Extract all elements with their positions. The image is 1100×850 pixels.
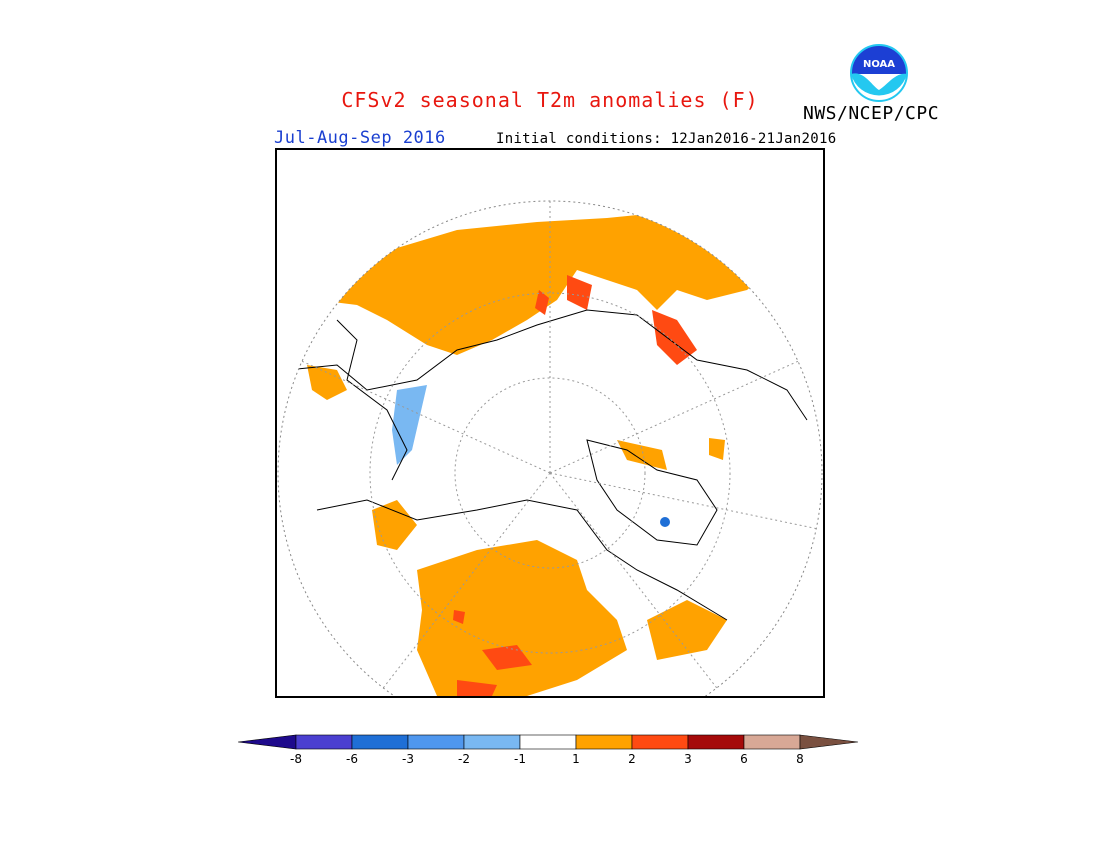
color-bin-4 [463,734,521,750]
color-bar-tick-label: 2 [628,752,636,766]
color-bin-5 [519,734,577,750]
color-bar-tick-label: -2 [458,752,470,766]
anomaly-region-europe [307,365,347,400]
color-bar-tick-label: 1 [572,752,580,766]
anomaly-region-western-canada [372,500,417,550]
color-bin-6 [575,734,633,750]
color-bar-tick-label: -3 [402,752,414,766]
anomaly-cool-greenland [660,517,670,527]
anomaly-region-greenland-edge [647,600,727,660]
anomaly-region-north-america [417,540,627,696]
coastline-alaska [336,319,408,481]
anomaly-hotspot-alaska [453,610,465,624]
color-bar [238,734,859,750]
map-boundary [277,200,823,696]
agency-label: NWS/NCEP/CPC [803,103,940,124]
anomaly-hotspot-us-north [457,680,497,696]
color-bar-tick-label: -6 [346,752,358,766]
chart-title: CFSv2 seasonal T2m anomalies (F) [341,88,759,112]
anomaly-hotspot-siberia [652,310,697,365]
color-bar-tick-label: 8 [796,752,804,766]
anomaly-hotspot-canada [482,645,532,670]
color-bin-min [238,734,297,750]
coastline-north-america [316,499,728,621]
color-bar-tick-label: 3 [684,752,692,766]
anomaly-cool-bering [392,385,427,465]
initial-conditions-label: Initial conditions: 12Jan2016-21Jan2016 [496,131,837,147]
color-bar-tick-label: 6 [740,752,748,766]
color-bin-8 [687,734,745,750]
color-bin-1 [295,734,353,750]
coastline-greenland [586,439,718,546]
color-bar-tick-label: -1 [514,752,526,766]
noaa-logo: NOAA [847,41,911,105]
graticule [278,201,822,696]
noaa-logo-text: NOAA [863,59,895,70]
anomaly-region-iceland [709,438,725,460]
coastline-eurasia [286,309,808,421]
anomaly-hotspot-taymyr [567,275,592,310]
color-bin-9 [743,734,801,750]
color-bar-tick-label: -8 [290,752,302,766]
anomaly-hotspot-chukotka [535,290,549,315]
anomaly-map [275,148,825,698]
anomaly-region-svalbard [617,440,667,470]
color-bin-7 [631,734,689,750]
color-bin-3 [407,734,465,750]
color-bin-2 [351,734,409,750]
anomaly-cool-arctic-top [537,150,577,188]
color-bin-max [799,734,859,750]
period-label: Jul-Aug-Sep 2016 [274,128,446,148]
